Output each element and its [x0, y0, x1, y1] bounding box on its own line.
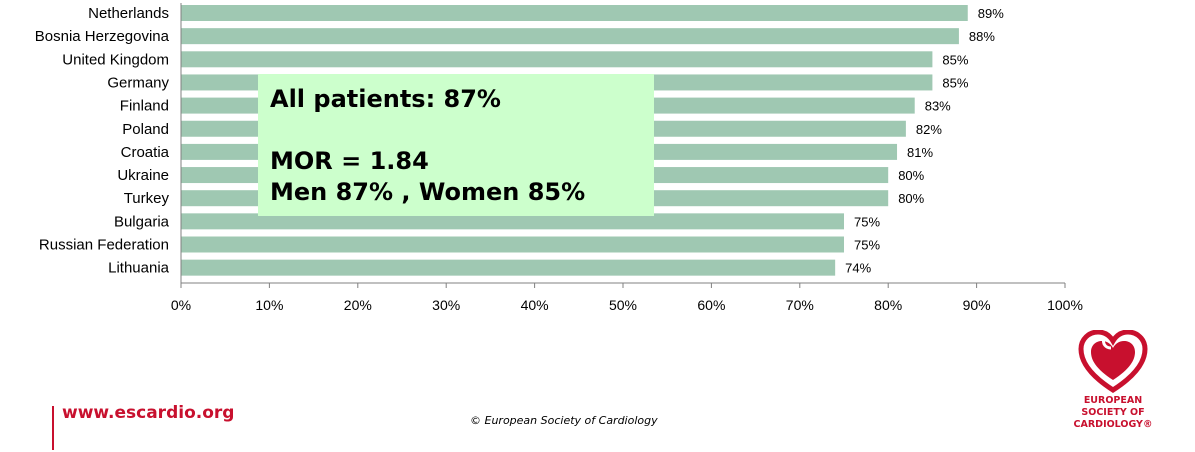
category-label: Lithuania	[108, 260, 170, 277]
data-label: 74%	[845, 261, 871, 276]
data-label: 75%	[854, 238, 880, 253]
bar-0	[181, 5, 968, 21]
category-label: United Kingdom	[62, 51, 169, 68]
data-label: 85%	[942, 75, 968, 90]
category-label: Poland	[122, 121, 169, 138]
category-label: Croatia	[121, 144, 170, 161]
category-label: Bulgaria	[114, 213, 170, 230]
category-label: Finland	[120, 98, 169, 115]
x-tick-label: 50%	[609, 297, 637, 313]
x-tick-label: 10%	[255, 297, 283, 313]
x-tick-label: 40%	[521, 297, 549, 313]
x-axis: 0% 10% 20% 30% 40% 50% 60% 70% 80% 90% 100%	[171, 3, 1083, 313]
category-label: Ukraine	[117, 167, 169, 184]
data-label: 88%	[969, 29, 995, 44]
logo-text-line1: EUROPEAN	[1083, 395, 1143, 406]
callout-mor: MOR = 1.84	[270, 147, 429, 175]
x-tick-label: 100%	[1047, 297, 1083, 313]
callout-spacer	[270, 115, 654, 146]
x-tick-label: 0%	[171, 297, 191, 313]
x-tick-label: 70%	[786, 297, 814, 313]
bar-10	[181, 236, 844, 253]
category-label: Turkey	[124, 190, 170, 207]
data-label: 89%	[978, 6, 1004, 21]
data-label: 80%	[898, 168, 924, 183]
summary-callout: All patients: 87% MOR = 1.84 Men 87% , W…	[258, 74, 654, 216]
category-label: Netherlands	[88, 5, 169, 22]
bar-9	[181, 213, 844, 230]
data-label: 75%	[854, 214, 880, 229]
bar-2	[181, 51, 933, 68]
callout-men-women: Men 87% , Women 85%	[270, 178, 586, 206]
data-label: 83%	[925, 99, 951, 114]
x-tick-label: 20%	[344, 297, 372, 313]
data-label: 80%	[898, 191, 924, 206]
data-label: 82%	[916, 122, 942, 137]
data-label: 85%	[942, 52, 968, 67]
bar-11	[181, 259, 836, 276]
x-tick-label: 30%	[432, 297, 460, 313]
copyright-notice: © European Society of Cardiology	[470, 414, 658, 427]
category-label: Russian Federation	[39, 237, 169, 254]
esc-logo: EUROPEAN SOCIETY OF CARDIOLOGY®	[1068, 330, 1158, 440]
x-tick-label: 60%	[697, 297, 725, 313]
heart-logo-icon	[1078, 330, 1148, 393]
website-link[interactable]: www.escardio.org	[62, 403, 235, 423]
x-tick-label: 90%	[963, 297, 991, 313]
logo-text-line3: CARDIOLOGY®	[1073, 419, 1153, 430]
logo-text-line2: SOCIETY OF	[1081, 407, 1145, 418]
category-label: Bosnia Herzegovina	[35, 28, 170, 45]
category-label: Germany	[107, 74, 169, 91]
footer-divider	[52, 406, 54, 450]
data-label: 81%	[907, 145, 933, 160]
x-tick-label: 80%	[874, 297, 902, 313]
callout-all-patients: All patients: 87%	[270, 85, 501, 113]
bar-1	[181, 28, 959, 45]
